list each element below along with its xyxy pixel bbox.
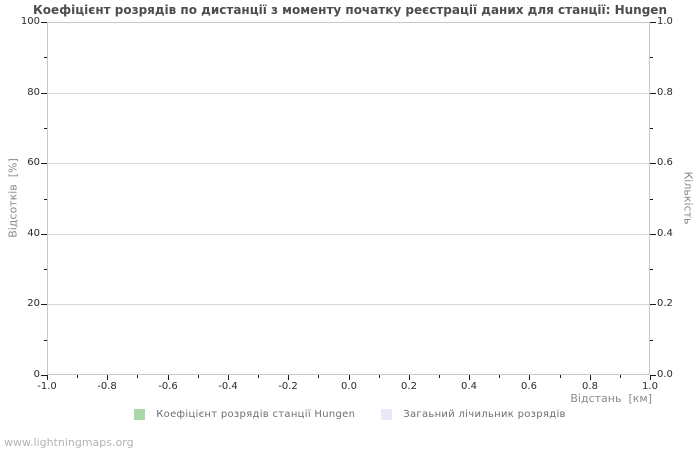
x-axis-major-tick [529, 375, 530, 380]
x-axis-major-tick [107, 375, 108, 380]
y-axis-tick-label-left: 100 [20, 16, 40, 27]
x-axis-minor-tick [499, 375, 500, 378]
watermark-url: www.lightningmaps.org [4, 436, 134, 449]
x-axis-major-tick [349, 375, 350, 380]
y-axis-tick-label-right: 0.4 [657, 228, 673, 239]
y-axis-minor-tick-left [44, 269, 47, 270]
y-axis-tick-label-right: 0.2 [657, 298, 673, 309]
y-axis-minor-tick-right [650, 57, 653, 58]
y-axis-tick-label-left: 40 [27, 228, 40, 239]
y-axis-minor-tick-right [650, 128, 653, 129]
y-axis-major-tick-right [650, 93, 656, 94]
x-axis-minor-tick [379, 375, 380, 378]
y-axis-tick-label-left: 60 [27, 157, 40, 168]
y-axis-major-tick-left [41, 163, 47, 164]
gridline [48, 234, 649, 235]
y-axis-major-tick-right [650, 22, 656, 23]
x-axis-minor-tick [439, 375, 440, 378]
y-axis-label-left: Відсотків [%] [6, 158, 20, 238]
legend-swatch-lavender [381, 409, 393, 420]
y-axis-major-tick-left [41, 93, 47, 94]
y-axis-tick-label-right: 0.6 [657, 157, 673, 168]
y-axis-tick-label-right: 0.0 [657, 369, 673, 380]
x-axis-tick-label: 0.6 [521, 381, 537, 392]
y-axis-minor-tick-left [44, 128, 47, 129]
x-axis-tick-label: -0.2 [278, 381, 298, 392]
x-axis-tick-label: 0.4 [461, 381, 477, 392]
y-axis-minor-tick-right [650, 269, 653, 270]
legend: Коефіцієнт розрядів станції Hungen Загаь… [0, 409, 700, 420]
x-axis-minor-tick [560, 375, 561, 378]
gridline [48, 304, 649, 305]
plot-area [47, 22, 650, 375]
y-axis-minor-tick-left [44, 199, 47, 200]
y-axis-tick-label-left: 80 [27, 87, 40, 98]
x-axis-tick-label: -0.8 [97, 381, 117, 392]
x-axis-major-tick [409, 375, 410, 380]
y-axis-label-right: Кількість [681, 171, 695, 225]
x-axis-tick-label: 1.0 [642, 381, 658, 392]
x-axis-tick-label: 0.8 [582, 381, 598, 392]
x-axis-tick-label: 0.2 [401, 381, 417, 392]
y-axis-major-tick-left [41, 234, 47, 235]
x-axis-minor-tick [137, 375, 138, 378]
y-axis-tick-label-right: 1.0 [657, 16, 673, 27]
y-axis-minor-tick-left [44, 57, 47, 58]
y-axis-major-tick-right [650, 234, 656, 235]
x-axis-tick-label: -1.0 [37, 381, 57, 392]
y-axis-major-tick-right [650, 163, 656, 164]
chart-title: Коефіцієнт розрядів по дистанції з момен… [33, 3, 667, 17]
y-axis-tick-label-right: 0.8 [657, 87, 673, 98]
gridline [48, 93, 649, 94]
x-axis-tick-label: 0.0 [341, 381, 357, 392]
y-axis-minor-tick-right [650, 340, 653, 341]
x-axis-minor-tick [258, 375, 259, 378]
x-axis-major-tick [469, 375, 470, 380]
x-axis-major-tick [228, 375, 229, 380]
y-axis-tick-label-left: 0 [33, 369, 40, 380]
y-axis-minor-tick-left [44, 340, 47, 341]
x-axis-minor-tick [620, 375, 621, 378]
x-axis-minor-tick [318, 375, 319, 378]
x-axis-tick-label: -0.6 [158, 381, 178, 392]
y-axis-major-tick-left [41, 375, 47, 376]
y-axis-tick-label-left: 20 [27, 298, 40, 309]
legend-label: Коефіцієнт розрядів станції Hungen [156, 409, 356, 420]
x-axis-major-tick [288, 375, 289, 380]
y-axis-major-tick-right [650, 304, 656, 305]
x-axis-minor-tick [77, 375, 78, 378]
legend-label: Загаьний лічильник розрядів [403, 409, 566, 420]
gridline [48, 163, 649, 164]
legend-entry-total-counter: Загаьний лічильник розрядів [381, 409, 565, 420]
x-axis-major-tick [168, 375, 169, 380]
legend-entry-station-ratio: Коефіцієнт розрядів станції Hungen [134, 409, 355, 420]
y-axis-major-tick-right [650, 375, 656, 376]
x-axis-major-tick [590, 375, 591, 380]
x-axis-major-tick [47, 375, 48, 380]
x-axis-major-tick [650, 375, 651, 380]
x-axis-minor-tick [198, 375, 199, 378]
legend-swatch-green [134, 409, 146, 420]
y-axis-major-tick-left [41, 304, 47, 305]
y-axis-minor-tick-right [650, 199, 653, 200]
x-axis-tick-label: -0.4 [218, 381, 238, 392]
y-axis-major-tick-left [41, 22, 47, 23]
x-axis-label: Відстань [км] [570, 392, 652, 405]
